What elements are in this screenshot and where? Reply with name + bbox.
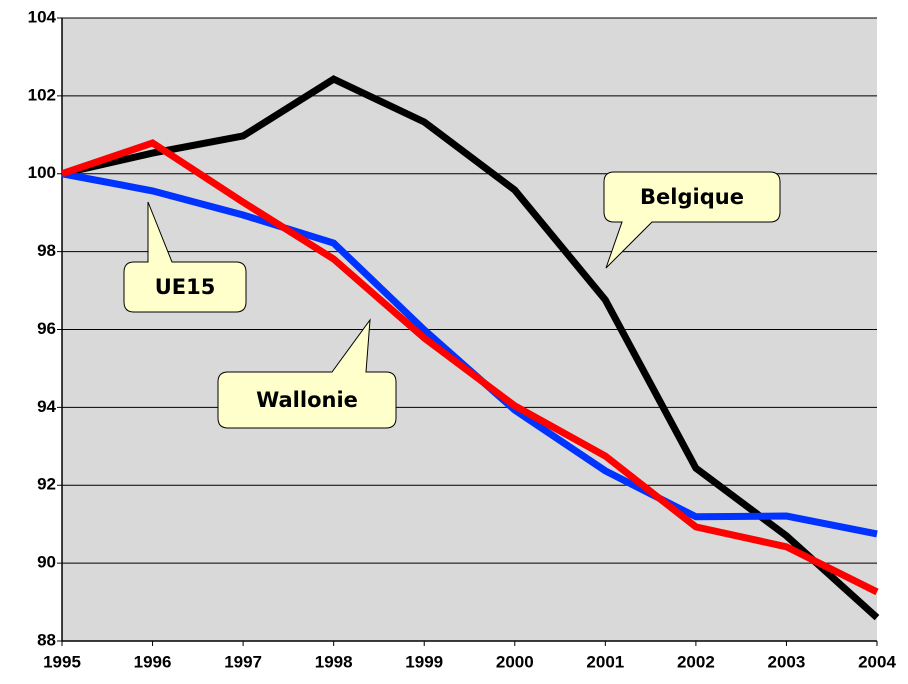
x-tick-label: 2000: [496, 652, 534, 671]
series-label: Belgique: [640, 185, 744, 209]
x-tick-label: 1995: [43, 652, 81, 671]
x-tick-label: 2003: [768, 652, 806, 671]
y-tick-label: 92: [37, 475, 56, 494]
series-label: Wallonie: [256, 388, 358, 412]
y-tick-label: 90: [37, 553, 56, 572]
x-tick-label: 1997: [224, 652, 262, 671]
y-tick-label: 100: [28, 163, 56, 182]
y-tick-label: 88: [37, 630, 56, 649]
y-tick-label: 102: [28, 85, 56, 104]
y-tick-label: 96: [37, 319, 56, 338]
x-tick-label: 2002: [677, 652, 715, 671]
x-tick-label: 1999: [405, 652, 443, 671]
line-series: [60, 139, 879, 596]
y-tick-label: 104: [28, 7, 57, 26]
x-tick-label: 2001: [586, 652, 624, 671]
y-tick-label: 98: [37, 241, 56, 260]
line-series: [61, 75, 880, 621]
x-tick-label: 1998: [315, 652, 353, 671]
callout: [123, 201, 247, 313]
callout: [217, 318, 397, 429]
x-tick-label: 2004: [858, 652, 896, 671]
callout: [603, 171, 781, 269]
series-label: UE15: [155, 275, 216, 299]
x-tick-label: 1996: [134, 652, 172, 671]
y-tick-label: 94: [37, 397, 56, 416]
